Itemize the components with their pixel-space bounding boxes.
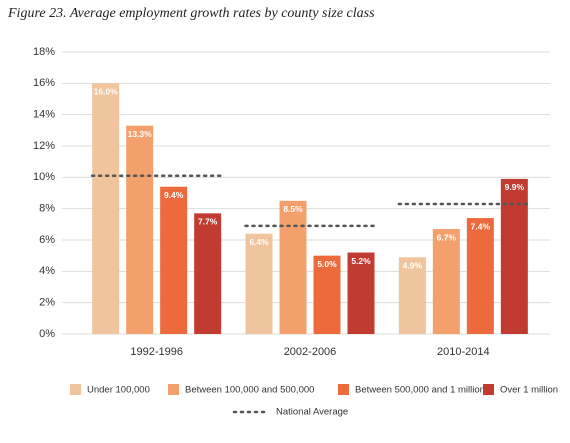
bar (245, 233, 273, 334)
value-label: 13.3% (128, 129, 153, 139)
value-label: 7.7% (198, 217, 218, 227)
legend-swatch (483, 384, 494, 395)
legend-label: Between 500,000 and 1 million (355, 385, 485, 396)
y-tick-label: 16% (33, 77, 55, 89)
bar (126, 125, 154, 334)
value-label: 8.5% (283, 204, 303, 214)
bar (432, 229, 460, 334)
value-label: 6.4% (249, 237, 269, 247)
legend-label: National Average (276, 407, 348, 418)
legend-label: Between 100,000 and 500,000 (185, 385, 314, 396)
y-tick-label: 14% (33, 109, 55, 121)
y-tick-label: 2% (39, 297, 55, 309)
y-tick-label: 6% (39, 234, 55, 246)
value-label: 4.9% (403, 260, 423, 270)
chart-title: Figure 23. Average employment growth rat… (7, 6, 375, 21)
bar (160, 186, 188, 334)
value-label: 7.4% (471, 221, 491, 231)
bar (466, 218, 494, 334)
y-tick-label: 4% (39, 265, 55, 277)
y-tick-label: 18% (33, 46, 55, 58)
x-tick-label: 1992-1996 (130, 346, 183, 358)
bar (313, 255, 341, 334)
bar (398, 257, 426, 334)
y-tick-label: 0% (39, 328, 55, 340)
legend-swatch (70, 384, 81, 395)
bar (500, 178, 528, 334)
bar (92, 83, 120, 334)
bar (279, 200, 307, 334)
value-label: 5.2% (351, 256, 371, 266)
bar (347, 252, 375, 334)
legend-swatch (338, 384, 349, 395)
legend-label: Under 100,000 (87, 385, 150, 396)
value-label: 6.7% (437, 232, 457, 242)
x-tick-label: 2002-2006 (284, 346, 337, 358)
y-tick-label: 8% (39, 203, 55, 215)
value-label: 9.9% (505, 182, 525, 192)
bar (194, 213, 222, 334)
legend-swatch (168, 384, 179, 395)
y-tick-label: 10% (33, 171, 55, 183)
y-tick-label: 12% (33, 140, 55, 152)
value-label: 5.0% (317, 259, 337, 269)
x-tick-label: 2010-2014 (437, 346, 490, 358)
value-label: 9.4% (164, 190, 184, 200)
value-label: 16.0% (94, 87, 119, 97)
legend-label: Over 1 million (500, 385, 558, 396)
